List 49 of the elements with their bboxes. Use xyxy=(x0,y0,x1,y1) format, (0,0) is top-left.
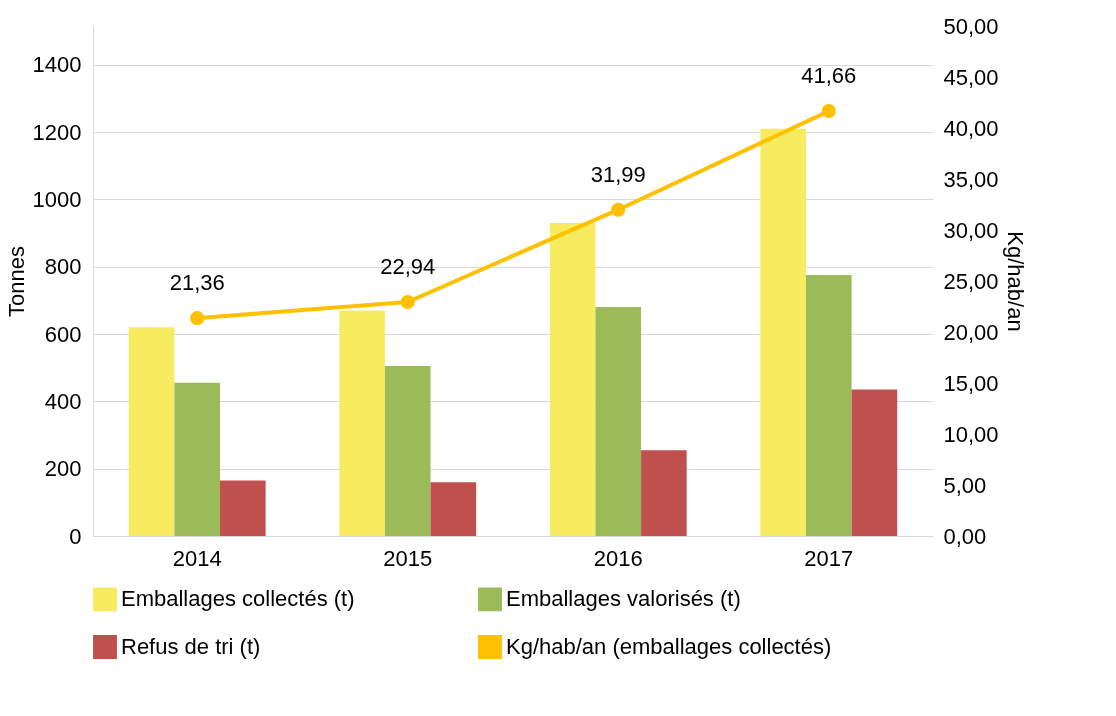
y-tick-label: 1000 xyxy=(32,186,82,212)
data-label: 22,94 xyxy=(380,254,436,280)
y2-tick-label: 35,00 xyxy=(943,166,999,192)
y-tick-label: 200 xyxy=(44,456,82,482)
bar xyxy=(760,128,806,536)
bar xyxy=(851,389,898,536)
y2-tick-label: 40,00 xyxy=(943,115,999,141)
x-tick-label: 2015 xyxy=(383,545,433,571)
y2-axis-title: Kg/hab/an xyxy=(1002,231,1028,332)
bar xyxy=(128,327,175,536)
y2-tick-label: 10,00 xyxy=(943,421,999,447)
bar xyxy=(641,450,687,536)
bar xyxy=(384,366,431,536)
y-tick-label: 0 xyxy=(69,523,82,549)
bar xyxy=(220,480,266,536)
bar xyxy=(339,310,385,536)
bar xyxy=(549,222,596,536)
y-axis-title: Tonnes xyxy=(3,246,29,317)
data-label: 31,99 xyxy=(590,161,646,187)
legend-label: Emballages valorisés (t) xyxy=(506,586,741,612)
y2-tick-label: 50,00 xyxy=(943,13,999,39)
bar xyxy=(595,307,642,536)
legend-label: Kg/hab/an (emballages collectés) xyxy=(506,634,832,659)
data-label: 41,66 xyxy=(801,63,857,89)
point xyxy=(190,311,205,326)
y2-tick-label: 5,00 xyxy=(943,472,987,498)
point xyxy=(821,104,836,119)
y2-tick-label: 0,00 xyxy=(943,523,987,549)
y2-tick-label: 15,00 xyxy=(943,370,999,396)
bar xyxy=(430,482,477,536)
legend-label: Emballages collectés (t) xyxy=(121,586,355,612)
x-tick-label: 2014 xyxy=(172,545,222,571)
x-tick-label: 2016 xyxy=(593,545,643,571)
y2-tick-label: 25,00 xyxy=(943,268,999,294)
y-tick-label: 1400 xyxy=(32,52,82,78)
y2-tick-label: 20,00 xyxy=(943,319,999,345)
point xyxy=(611,202,626,217)
bar xyxy=(805,275,852,536)
y2-tick-label: 30,00 xyxy=(943,217,999,243)
bar xyxy=(174,382,221,536)
y-tick-label: 600 xyxy=(44,321,82,347)
y-tick-label: 400 xyxy=(44,388,82,414)
y-tick-label: 800 xyxy=(44,254,82,280)
data-label: 21,36 xyxy=(169,270,225,296)
x-tick-label: 2017 xyxy=(804,545,854,571)
y-tick-label: 1200 xyxy=(32,119,82,145)
y2-tick-label: 45,00 xyxy=(943,64,999,90)
legend-label: Refus de tri (t) xyxy=(121,634,261,659)
point xyxy=(400,294,415,310)
